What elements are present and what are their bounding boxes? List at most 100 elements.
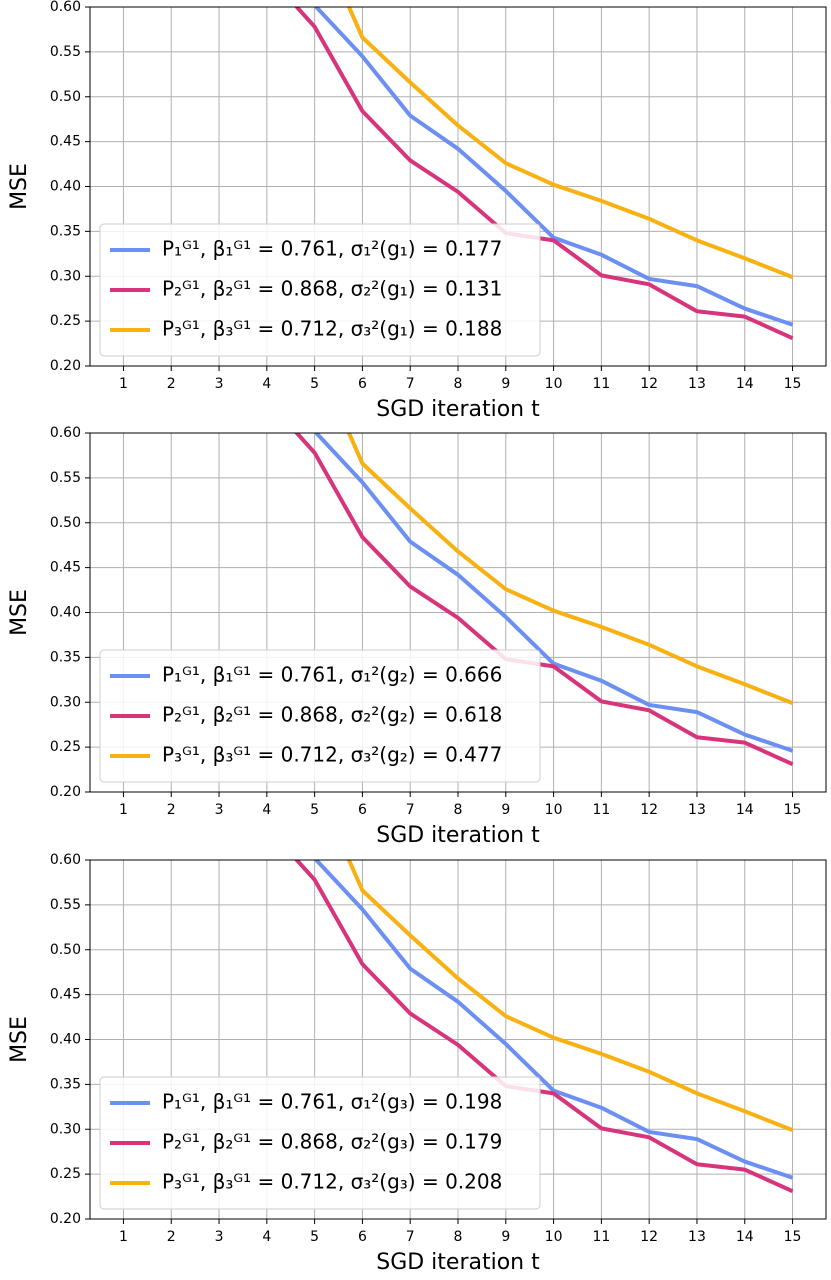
- legend-label: P₃ᴳ¹, β₃ᴳ¹ = 0.712, σ₃²(g₃) = 0.208: [162, 1170, 502, 1194]
- x-tick-label: 9: [501, 802, 510, 818]
- legend-box: [99, 649, 541, 783]
- x-tick-label: 7: [406, 802, 415, 818]
- x-tick-label: 14: [736, 802, 754, 818]
- y-tick-label: 0.30: [50, 1121, 81, 1137]
- panel: 0.200.250.300.350.400.450.500.550.601 2 3 4…: [7, 0, 827, 422]
- series-line: [346, 7, 794, 280]
- x-tick-label: 9: [501, 376, 510, 392]
- x-tick-label: 10: [545, 376, 563, 392]
- y-tick-label: 0.40: [50, 1032, 81, 1048]
- x-tick-label: 9: [501, 1229, 510, 1245]
- x-tick-label: 5: [310, 1229, 319, 1245]
- y-tick-label: 0.40: [50, 605, 81, 621]
- x-tick-label: 2: [167, 1229, 176, 1245]
- x-tick-label: 8: [454, 376, 463, 392]
- plot-frame: [89, 432, 827, 793]
- y-tick-label: 0.50: [50, 89, 81, 105]
- y-tick-label: 0.35: [50, 223, 81, 239]
- y-tick-label: 0.45: [50, 134, 81, 150]
- x-tick-label: 13: [688, 1229, 706, 1245]
- legend-label: P₂ᴳ¹, β₂ᴳ¹ = 0.868, σ₂²(g₃) = 0.179: [162, 1130, 502, 1154]
- x-tick-label: 7: [406, 1229, 415, 1245]
- x-tick-label: 8: [454, 802, 463, 818]
- x-tick-label: 12: [640, 376, 658, 392]
- legend-label: P₁ᴳ¹, β₁ᴳ¹ = 0.761, σ₁²(g₃) = 0.198: [162, 1090, 502, 1114]
- x-tick-label: 4: [262, 376, 271, 392]
- legend-label: P₃ᴳ¹, β₃ᴳ¹ = 0.712, σ₃²(g₂) = 0.477: [162, 743, 502, 767]
- x-tick-label: 3: [215, 802, 224, 818]
- x-tick-label: 8: [454, 1229, 463, 1245]
- y-tick-label: 0.50: [50, 942, 81, 958]
- x-tick-label: 6: [358, 376, 367, 392]
- y-tick-label: 0.45: [50, 987, 81, 1003]
- x-tick-label: 13: [688, 802, 706, 818]
- y-tick-label: 0.50: [50, 515, 81, 531]
- x-tick-label: 6: [358, 1229, 367, 1245]
- legend-label: P₃ᴳ¹, β₃ᴳ¹ = 0.712, σ₃²(g₁) = 0.188: [162, 317, 502, 341]
- x-tick-label: 14: [736, 376, 754, 392]
- x-tick-label: 11: [592, 1229, 610, 1245]
- legend-label: P₁ᴳ¹, β₁ᴳ¹ = 0.761, σ₁²(g₁) = 0.177: [162, 237, 502, 261]
- y-tick-label: 0.20: [50, 784, 81, 800]
- y-axis-label: MSE: [7, 163, 32, 210]
- y-tick-label: 0.30: [50, 694, 81, 710]
- y-tick-label: 0.45: [50, 560, 81, 576]
- y-tick-label: 0.30: [50, 268, 81, 284]
- x-tick-label: 7: [406, 376, 415, 392]
- x-tick-label: 6: [358, 802, 367, 818]
- series-line: [313, 433, 794, 753]
- legend: P₁ᴳ¹, β₁ᴳ¹ = 0.761, σ₁²(g₂) = 0.666 P₂ᴳ¹,…: [99, 649, 541, 783]
- y-tick-label: 0.20: [50, 358, 81, 374]
- panel: 0.200.250.300.350.400.450.500.550.601 2 3 4…: [7, 425, 827, 848]
- x-tick-label: 5: [310, 802, 319, 818]
- x-tick-label: 15: [784, 802, 802, 818]
- plot-frame: [89, 6, 827, 367]
- x-tick-label: 3: [215, 376, 224, 392]
- y-tick-label: 0.55: [50, 44, 81, 60]
- y-tick-label: 0.55: [50, 470, 81, 486]
- x-axis-label: SGD iteration t: [376, 823, 540, 848]
- panel: 0.200.250.300.350.400.450.500.550.601 2 3 4…: [7, 852, 827, 1275]
- x-tick-label: 12: [640, 1229, 658, 1245]
- y-axis-label: MSE: [7, 589, 32, 636]
- y-tick-label: 0.60: [50, 425, 81, 441]
- x-tick-label: 11: [592, 376, 610, 392]
- x-tick-label: 1: [119, 376, 128, 392]
- y-tick-label: 0.60: [50, 0, 81, 15]
- x-tick-label: 3: [215, 1229, 224, 1245]
- x-tick-label: 14: [736, 1229, 754, 1245]
- x-tick-label: 13: [688, 376, 706, 392]
- x-tick-label: 15: [784, 376, 802, 392]
- x-tick-label: 15: [784, 1229, 802, 1245]
- x-tick-label: 2: [167, 376, 176, 392]
- legend-label: P₁ᴳ¹, β₁ᴳ¹ = 0.761, σ₁²(g₂) = 0.666: [162, 663, 502, 687]
- legend-box: [99, 223, 541, 357]
- x-tick-label: 1: [119, 1229, 128, 1245]
- x-tick-label: 11: [592, 802, 610, 818]
- y-tick-label: 0.35: [50, 1076, 81, 1092]
- y-tick-label: 0.25: [50, 739, 81, 755]
- series-line: [346, 433, 794, 706]
- legend: P₁ᴳ¹, β₁ᴳ¹ = 0.761, σ₁²(g₃) = 0.198 P₂ᴳ¹,…: [99, 1076, 541, 1210]
- y-tick-label: 0.35: [50, 649, 81, 665]
- x-tick-label: 12: [640, 802, 658, 818]
- series-line: [313, 860, 794, 1180]
- y-tick-label: 0.60: [50, 852, 81, 868]
- y-tick-label: 0.40: [50, 179, 81, 195]
- plot-frame: [89, 859, 827, 1220]
- legend-box: [99, 1076, 541, 1210]
- y-tick-label: 0.25: [50, 1166, 81, 1182]
- x-tick-label: 4: [262, 802, 271, 818]
- x-tick-label: 1: [119, 802, 128, 818]
- series-line: [346, 860, 794, 1133]
- x-axis-label: SGD iteration t: [376, 1250, 540, 1275]
- legend-label: P₂ᴳ¹, β₂ᴳ¹ = 0.868, σ₂²(g₂) = 0.618: [162, 703, 502, 727]
- x-tick-label: 5: [310, 376, 319, 392]
- y-axis-label: MSE: [7, 1016, 32, 1063]
- x-tick-label: 4: [262, 1229, 271, 1245]
- x-tick-label: 2: [167, 802, 176, 818]
- legend: P₁ᴳ¹, β₁ᴳ¹ = 0.761, σ₁²(g₁) = 0.177 P₂ᴳ¹,…: [99, 223, 541, 357]
- legend-label: P₂ᴳ¹, β₂ᴳ¹ = 0.868, σ₂²(g₁) = 0.131: [162, 277, 502, 301]
- y-tick-label: 0.20: [50, 1211, 81, 1227]
